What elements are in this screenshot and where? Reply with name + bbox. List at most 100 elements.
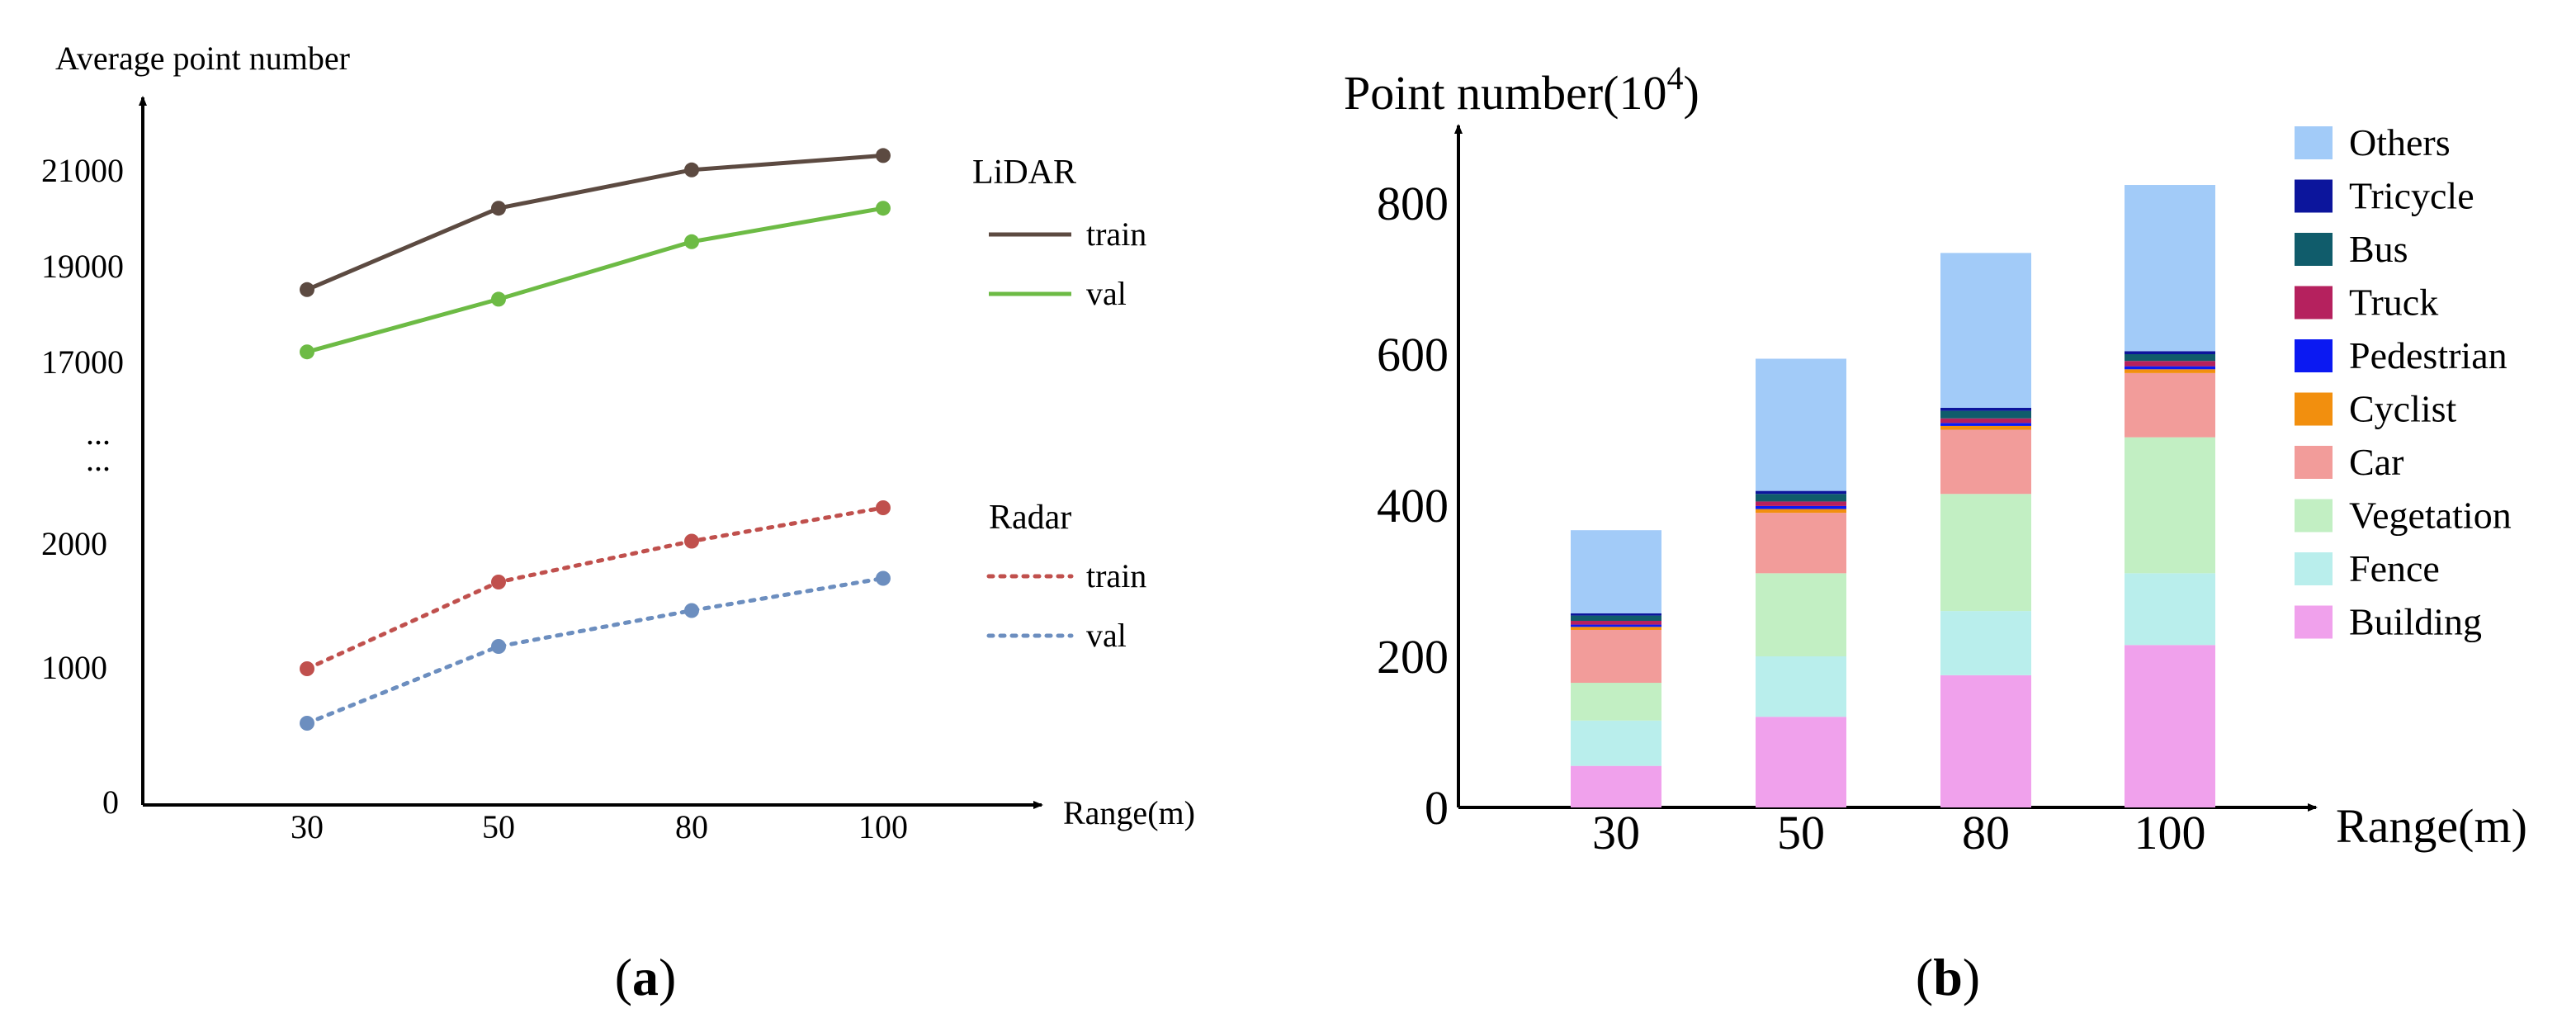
data-point (876, 148, 891, 163)
legend-swatch-bus (2295, 233, 2333, 266)
bar-segment-tricycle-30 (1571, 613, 1661, 616)
bar-segment-car-30 (1571, 629, 1661, 684)
data-point (300, 716, 314, 731)
panel-b-y-axis-label-text: Point number(10 (1344, 66, 1666, 120)
bar-segment-fence-50 (1756, 656, 1846, 717)
panel-b-bars-layer (1571, 185, 2215, 807)
series-line-lidar-val (306, 206, 884, 354)
bar-segment-building-80 (1940, 675, 2031, 807)
data-point (876, 201, 891, 216)
bar-segment-building-100 (2125, 645, 2215, 807)
panel-a-caption-letter: a (632, 948, 659, 1006)
panel-b-caption-close: ) (1963, 948, 1980, 1006)
bar-segment-cyclist-100 (2125, 369, 2215, 373)
legend-swatch-car (2295, 446, 2333, 479)
bar-segment-cyclist-50 (1756, 509, 1846, 514)
legend-label-bus: Bus (2349, 228, 2408, 270)
data-point (491, 291, 506, 307)
panel-b-stacked-bar-chart: Point number(104) Range(m) 0 200 400 600 800… (1344, 59, 2527, 1006)
panel-b-x-tick: 50 (1777, 806, 1825, 859)
panel-a-legend-label: train (1086, 215, 1146, 253)
panel-a-y-tick-break: ... (86, 414, 111, 452)
panel-a-line-chart: Average point number Range(m) 21000 1900… (41, 40, 1195, 1006)
legend-label-cyclist: Cyclist (2349, 388, 2457, 430)
panel-a-y-tick-break: ... (86, 441, 111, 478)
legend-label-car: Car (2349, 441, 2403, 483)
panel-b-y-axis-label-close: ) (1683, 66, 1699, 120)
panel-a-y-tick: 19000 (41, 248, 124, 285)
bar-segment-tricycle-80 (1940, 407, 2031, 411)
bar-segment-pedestrian-80 (1940, 423, 2031, 426)
bar-segment-vegetation-30 (1571, 683, 1661, 721)
panel-a-legend-group-title: Radar (989, 499, 1071, 537)
bar-segment-fence-80 (1940, 611, 2031, 675)
panel-a-y-ticks: 21000 19000 17000 ... ... 2000 1000 0 (41, 152, 124, 821)
panel-a-legend: LiDAR train val Radar train val (972, 154, 1146, 654)
bar-segment-others-30 (1571, 530, 1661, 613)
bar-segment-bus-50 (1756, 494, 1846, 502)
bar-segment-cyclist-80 (1940, 425, 2031, 430)
bar-segment-tricycle-50 (1756, 490, 1846, 495)
bar-segment-fence-30 (1571, 720, 1661, 766)
legend-swatch-others (2295, 126, 2333, 159)
legend-label-pedestrian: Pedestrian (2349, 334, 2507, 376)
bar-segment-car-80 (1940, 429, 2031, 495)
panel-b-y-tick: 0 (1425, 781, 1449, 835)
bar-segment-building-50 (1756, 717, 1846, 807)
bar-segment-truck-80 (1940, 418, 2031, 424)
panel-b-caption-open: ( (1916, 948, 1933, 1006)
panel-b-y-tick: 400 (1377, 479, 1449, 533)
panel-b-caption: (b) (1916, 948, 1980, 1006)
bar-segment-others-100 (2125, 185, 2215, 352)
series-line-radar-val (305, 576, 886, 726)
panel-a-caption-close: ) (659, 948, 676, 1006)
bar-segment-cyclist-30 (1571, 627, 1661, 630)
panel-b-x-tick: 80 (1962, 806, 2010, 859)
panel-a-x-tick: 50 (482, 808, 515, 845)
data-point (684, 533, 699, 549)
panel-a-y-tick: 17000 (41, 343, 124, 381)
bar-segment-pedestrian-50 (1756, 505, 1846, 509)
panel-a-series-layer (300, 148, 891, 731)
panel-b-y-tick: 600 (1377, 328, 1449, 381)
legend-label-tricycle: Tricycle (2349, 175, 2474, 217)
legend-label-truck: Truck (2349, 282, 2438, 324)
legend-label-others: Others (2349, 121, 2451, 163)
legend-swatch-truck (2295, 286, 2333, 320)
legend-swatch-pedestrian (2295, 339, 2333, 372)
data-point (876, 570, 891, 586)
panel-a-y-tick: 1000 (41, 649, 107, 686)
panel-b-x-ticks: 30 50 80 100 (1592, 806, 2206, 859)
panel-a-caption-open: ( (615, 948, 632, 1006)
legend-swatch-vegetation (2295, 499, 2333, 533)
legend-label-building: Building (2349, 601, 2482, 643)
bar-segment-vegetation-100 (2125, 437, 2215, 574)
bar-segment-truck-100 (2125, 361, 2215, 367)
panel-a-legend-label: val (1086, 617, 1127, 654)
panel-b-x-axis-label: Range(m) (2336, 799, 2527, 853)
panel-b-y-tick: 200 (1377, 630, 1449, 684)
panel-a-x-tick: 100 (858, 808, 908, 845)
bar-segment-building-30 (1571, 765, 1661, 807)
bar-segment-others-80 (1940, 253, 2031, 408)
data-point (300, 344, 314, 360)
bar-segment-bus-30 (1571, 615, 1661, 621)
data-point (300, 282, 314, 297)
panel-a-x-tick: 80 (675, 808, 708, 845)
panel-b-legend: Others Tricycle Bus Truck Pedestrian Cyclist C… (2295, 121, 2512, 643)
legend-swatch-building (2295, 605, 2333, 639)
panel-b-y-tick: 800 (1377, 177, 1449, 230)
data-point (684, 234, 699, 249)
panel-a-x-tick: 30 (291, 808, 324, 845)
panel-b-caption-letter: b (1933, 948, 1963, 1006)
panel-a-y-tick: 0 (102, 783, 119, 821)
legend-label-fence: Fence (2349, 547, 2440, 589)
series-line-radar-train (305, 505, 886, 671)
panel-b-y-axis-label: Point number(104) (1344, 59, 1699, 120)
bar-segment-truck-50 (1756, 501, 1846, 506)
bar-segment-pedestrian-100 (2125, 366, 2215, 370)
legend-swatch-tricycle (2295, 179, 2333, 213)
bar-segment-truck-30 (1571, 620, 1661, 625)
bar-segment-car-100 (2125, 372, 2215, 438)
